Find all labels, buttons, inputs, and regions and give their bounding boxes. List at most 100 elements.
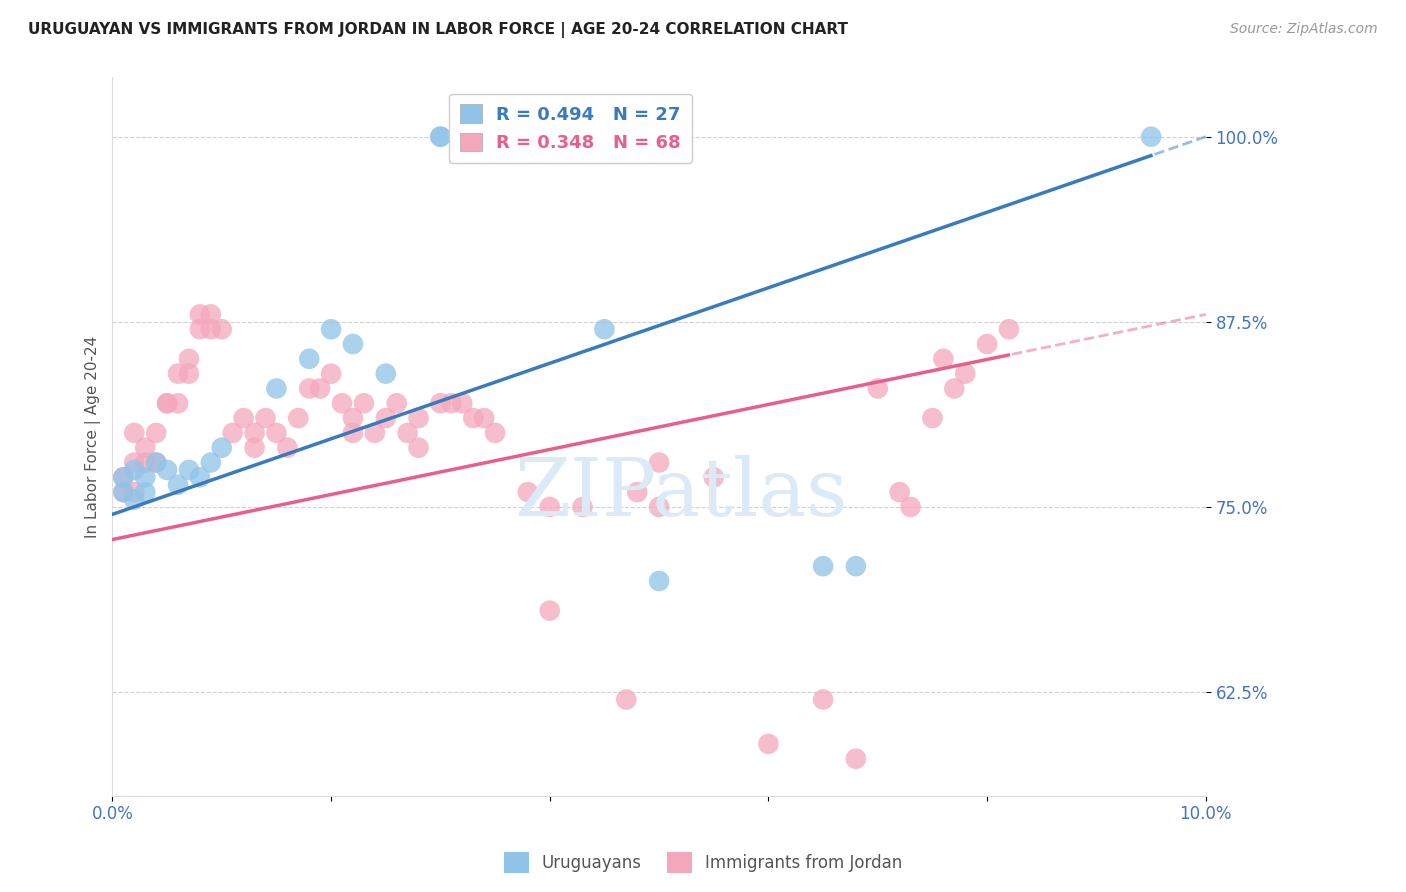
Point: [342, 337, 364, 351]
Point: [451, 129, 474, 144]
Point: [451, 396, 474, 410]
Legend: Uruguayans, Immigrants from Jordan: Uruguayans, Immigrants from Jordan: [496, 846, 910, 880]
Point: [124, 425, 146, 440]
Point: [156, 396, 179, 410]
Point: [866, 381, 889, 395]
Point: [145, 425, 167, 440]
Point: [408, 411, 430, 425]
Point: [112, 470, 135, 484]
Point: [374, 411, 396, 425]
Point: [200, 307, 222, 321]
Point: [112, 470, 135, 484]
Point: [943, 381, 966, 395]
Point: [112, 485, 135, 500]
Point: [484, 425, 506, 440]
Point: [385, 396, 408, 410]
Point: [298, 351, 321, 366]
Point: [648, 574, 671, 588]
Point: [254, 411, 277, 425]
Point: [703, 470, 725, 484]
Point: [342, 425, 364, 440]
Point: [309, 381, 332, 395]
Point: [319, 367, 342, 381]
Point: [167, 396, 190, 410]
Point: [538, 500, 561, 514]
Y-axis label: In Labor Force | Age 20-24: In Labor Force | Age 20-24: [86, 335, 101, 538]
Point: [429, 396, 451, 410]
Point: [221, 425, 243, 440]
Point: [538, 604, 561, 618]
Point: [156, 463, 179, 477]
Point: [900, 500, 922, 514]
Point: [319, 322, 342, 336]
Point: [232, 411, 254, 425]
Point: [364, 425, 387, 440]
Point: [472, 411, 495, 425]
Point: [124, 463, 146, 477]
Point: [1140, 129, 1163, 144]
Point: [134, 470, 156, 484]
Point: [211, 322, 233, 336]
Point: [276, 441, 298, 455]
Point: [408, 441, 430, 455]
Point: [200, 456, 222, 470]
Point: [211, 441, 233, 455]
Point: [266, 425, 288, 440]
Point: [845, 559, 868, 574]
Point: [134, 456, 156, 470]
Point: [124, 492, 146, 507]
Point: [921, 411, 943, 425]
Point: [998, 322, 1021, 336]
Point: [156, 396, 179, 410]
Point: [593, 322, 616, 336]
Point: [626, 485, 648, 500]
Text: Source: ZipAtlas.com: Source: ZipAtlas.com: [1230, 22, 1378, 37]
Point: [134, 485, 156, 500]
Point: [429, 129, 451, 144]
Point: [188, 470, 211, 484]
Point: [243, 441, 266, 455]
Point: [243, 425, 266, 440]
Point: [440, 396, 463, 410]
Point: [287, 411, 309, 425]
Point: [134, 441, 156, 455]
Point: [932, 351, 955, 366]
Point: [167, 367, 190, 381]
Point: [614, 692, 637, 706]
Point: [811, 559, 834, 574]
Point: [145, 456, 167, 470]
Point: [177, 367, 200, 381]
Point: [188, 322, 211, 336]
Point: [571, 500, 593, 514]
Point: [811, 692, 834, 706]
Text: ZIPatlas: ZIPatlas: [515, 455, 848, 533]
Point: [648, 456, 671, 470]
Legend: R = 0.494   N = 27, R = 0.348   N = 68: R = 0.494 N = 27, R = 0.348 N = 68: [450, 94, 692, 163]
Point: [516, 485, 538, 500]
Point: [298, 381, 321, 395]
Point: [758, 737, 780, 751]
Point: [200, 322, 222, 336]
Point: [889, 485, 911, 500]
Point: [976, 337, 998, 351]
Point: [124, 456, 146, 470]
Point: [845, 752, 868, 766]
Point: [429, 129, 451, 144]
Point: [463, 129, 485, 144]
Point: [167, 477, 190, 491]
Point: [145, 456, 167, 470]
Point: [955, 367, 977, 381]
Point: [396, 425, 419, 440]
Point: [353, 396, 375, 410]
Point: [648, 500, 671, 514]
Point: [463, 411, 485, 425]
Point: [330, 396, 353, 410]
Point: [188, 307, 211, 321]
Point: [177, 463, 200, 477]
Point: [342, 411, 364, 425]
Point: [124, 485, 146, 500]
Point: [112, 485, 135, 500]
Point: [266, 381, 288, 395]
Point: [177, 351, 200, 366]
Text: URUGUAYAN VS IMMIGRANTS FROM JORDAN IN LABOR FORCE | AGE 20-24 CORRELATION CHART: URUGUAYAN VS IMMIGRANTS FROM JORDAN IN L…: [28, 22, 848, 38]
